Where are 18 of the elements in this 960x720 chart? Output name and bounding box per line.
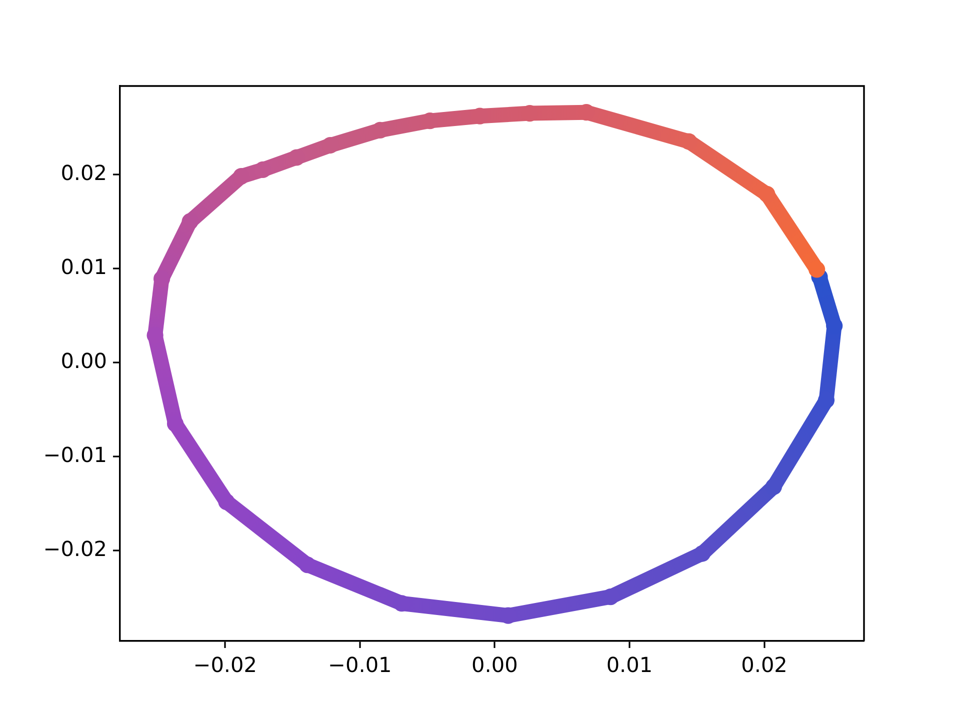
point	[182, 213, 198, 230]
y-tick-label: −0.02	[43, 537, 107, 562]
point	[694, 545, 711, 562]
point	[218, 493, 235, 510]
x-tick-label: 0.02	[741, 652, 788, 677]
point	[765, 478, 782, 496]
x-tick-label: 0.01	[606, 652, 653, 677]
point	[808, 261, 826, 278]
x-tick-label: −0.01	[328, 652, 392, 677]
y-tick-label: 0.00	[60, 348, 107, 373]
point	[299, 556, 316, 574]
y-tick-label: 0.01	[60, 254, 107, 279]
x-tick-label: 0.00	[472, 652, 518, 677]
y-tick-label: 0.02	[60, 160, 107, 185]
point	[288, 149, 305, 166]
x-tick-label: −0.02	[193, 652, 257, 677]
point	[758, 186, 776, 202]
y-tick-label: −0.01	[43, 443, 107, 468]
